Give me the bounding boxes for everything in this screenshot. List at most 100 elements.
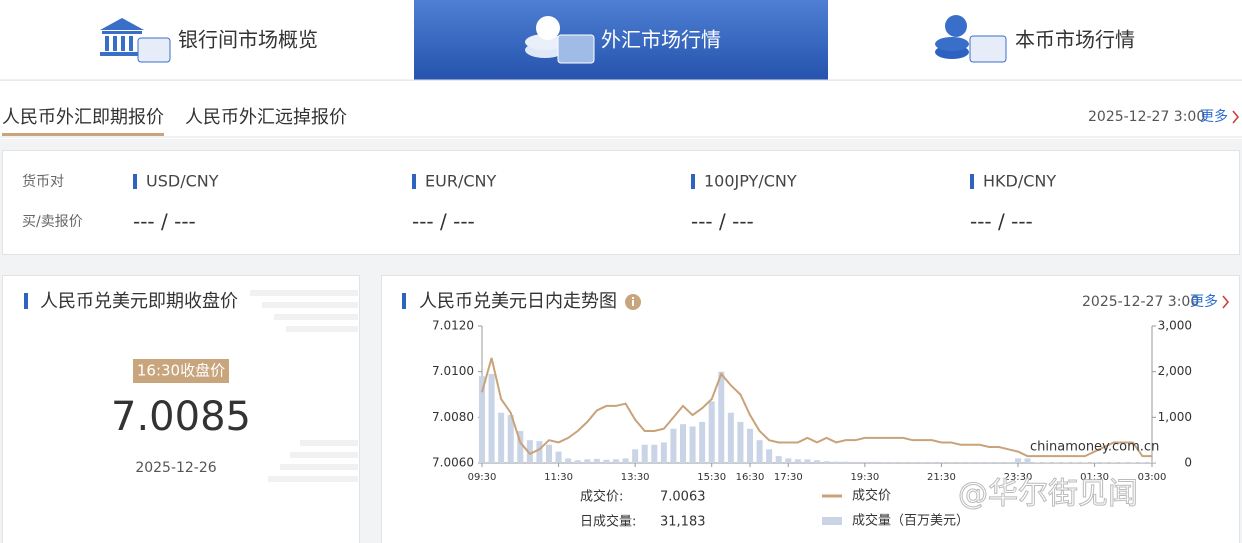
volume-bar [546,444,552,463]
pair-quote: --- / --- [133,210,196,234]
nav-active-bg[interactable] [414,0,828,80]
pair-marker [691,174,695,189]
volume-bar [842,461,849,463]
stat-value: 7.0063 [660,490,706,505]
volume-bar [727,412,734,463]
legend-swatch [822,517,842,525]
price-line [481,357,1152,458]
chart-plot: 7.0060 7.0080 7.0100 7.0120 0 1,000 2,000 3,000… [432,319,1192,484]
quote-columns: USD/CNY --- / --- EUR/CNY --- / --- 100JPY/C… [133,172,1056,234]
pair-marker [970,174,974,189]
volume-bar [565,458,572,463]
pair-label: HKD/CNY [983,172,1056,191]
volume-bar [957,462,964,463]
volume-bar [1034,462,1041,463]
volume-bar [833,461,840,463]
info-icon-glyph [632,297,634,299]
volume-bar [1110,462,1117,463]
x-tick-label: 19:30 [850,472,879,483]
x-tick-label: 13:30 [621,472,650,483]
volume-bar [928,462,935,463]
header-date: 2025-12-27 3:00 [1088,109,1205,125]
volume-bar [536,441,543,463]
volume-bar [804,459,811,463]
nav-tab[interactable]: 银行间市场概览 [178,28,318,52]
volume-bar [1024,458,1031,463]
volume-bar [1015,458,1021,463]
volume-bar [708,401,715,463]
volume-bar [775,456,782,463]
volume-bar [517,431,524,463]
volume-bar [814,460,820,463]
volume-bar [967,462,974,463]
pair-marker [133,174,137,189]
x-tick-label: 15:30 [697,472,726,483]
volume-bar [823,461,830,463]
volume-bar [689,426,696,463]
volume-bar [498,412,505,463]
subtab[interactable]: 人民币外汇远掉报价 [185,107,347,128]
more-link[interactable]: 更多 [1190,293,1218,310]
volume-bar [641,444,648,463]
volume-bar [909,462,916,463]
nav-tab-active[interactable]: 外汇市场行情 [601,28,721,52]
y2-tick-label: 3,000 [1158,319,1192,333]
nav-tab[interactable]: 本币市场行情 [1015,28,1135,52]
volume-bar [584,459,591,463]
x-tick-label: 23:30 [1004,472,1033,483]
volume-bar [680,424,686,463]
volume-bar [1091,462,1098,463]
volume-bar [555,451,562,463]
x-tick-label: 16:30 [736,472,765,483]
volume-bar [852,461,859,463]
volume-bar [488,373,495,463]
volume-bar [976,462,983,463]
more-chevron[interactable] [1222,295,1230,309]
volume-bar [900,462,907,463]
close-title: 人民币兑美元即期收盘价 [40,291,238,312]
volume-bar [1120,462,1127,463]
quote-box [2,150,1240,255]
y2-tick-label: 2,000 [1158,364,1192,378]
volume-bar [613,459,619,463]
subtab-active[interactable]: 人民币外汇即期报价 [2,107,164,128]
title-marker [402,293,406,309]
volume-bar [660,442,667,463]
y-tick-label: 7.0100 [432,364,474,378]
volume-bar [718,371,725,463]
y-tick-label: 7.0060 [432,456,474,470]
pair-quote: --- / --- [691,210,754,234]
icon-fx [525,16,595,64]
watermark: @华尔街见闻 [958,477,1138,512]
volume-bar [948,462,954,463]
volume-bar [871,461,878,463]
more-chevron[interactable] [1232,110,1240,124]
volume-bar [1053,462,1060,463]
volume-bar [890,462,897,463]
subtab-underline [2,133,164,136]
volume-bar [651,444,658,463]
volume-bar [699,421,706,463]
volume-bar [603,459,610,463]
volume-bar [1129,462,1136,463]
volume-bar [574,460,581,463]
row-label: 买/卖报价 [22,214,83,230]
card-decoration [250,290,358,482]
y2-tick-label: 0 [1184,456,1192,470]
volume-bar [1082,462,1088,463]
volume-bar [479,376,485,463]
volume-bar [861,461,868,463]
volume-bar [670,428,677,463]
volume-bar [881,462,887,463]
more-link[interactable]: 更多 [1200,108,1228,125]
pair-label: 100JPY/CNY [704,172,797,191]
y-tick-label: 7.0080 [432,410,474,424]
volume-bar [1072,462,1079,463]
pair-label: USD/CNY [146,172,219,191]
x-tick-label: 17:30 [774,472,803,483]
volume-bar [593,458,600,463]
pair-quote: --- / --- [970,210,1033,234]
x-tick-label: 01:30 [1080,472,1109,483]
stat-value: 31,183 [660,515,706,530]
